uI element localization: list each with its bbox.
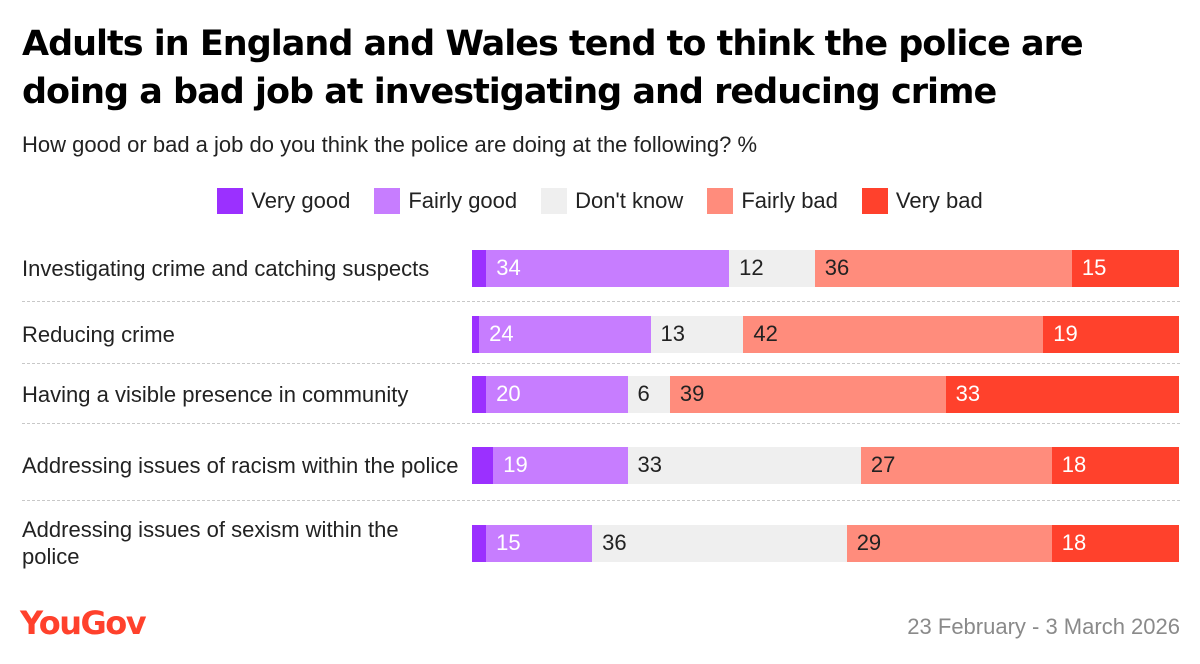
legend-label: Fairly good xyxy=(408,188,518,213)
bar-segment-fairly-good: 15 xyxy=(486,524,593,562)
data-label: 12 xyxy=(739,255,764,280)
legend-item-fairly-bad: Fairly bad xyxy=(707,188,838,214)
category-label: Reducing crime xyxy=(22,321,175,347)
bar-row: 19 33 27 18 xyxy=(472,446,1179,484)
bar-segment-very-bad: 15 xyxy=(1071,249,1179,287)
data-label: 39 xyxy=(679,381,705,406)
bar-segment-fairly-bad: 39 xyxy=(669,375,946,413)
data-label: 20 xyxy=(496,381,521,406)
legend-swatch xyxy=(374,188,401,214)
bar-segment-dont-know: 12 xyxy=(729,249,815,287)
bar-segment-very-good xyxy=(472,524,487,562)
bar-segment-fairly-bad: 29 xyxy=(846,524,1052,562)
data-label: 36 xyxy=(824,255,850,280)
legend-label: Fairly bad xyxy=(741,188,838,213)
bar-segment-dont-know: 36 xyxy=(592,524,847,562)
legend-label: Very bad xyxy=(895,188,983,213)
bar-segment-dont-know: 6 xyxy=(627,375,670,413)
row-separator xyxy=(22,363,1180,364)
bar-segment-fairly-good: 24 xyxy=(479,315,651,353)
data-label: 19 xyxy=(503,452,528,477)
data-label: 34 xyxy=(496,255,521,280)
bar-segment-very-bad: 18 xyxy=(1051,446,1179,484)
legend-label: Very good xyxy=(251,188,351,213)
row-separator xyxy=(22,301,1180,302)
legend-swatch xyxy=(541,188,568,214)
bar-segment-fairly-bad: 36 xyxy=(814,249,1072,287)
bar-segment-dont-know: 13 xyxy=(650,315,744,353)
chart-title: Adults in England and Wales tend to thin… xyxy=(22,24,1084,112)
legend-swatch xyxy=(861,188,888,214)
data-label: 18 xyxy=(1061,530,1087,555)
bar-segment-fairly-bad: 27 xyxy=(860,446,1052,484)
yougov-logo: YouGov xyxy=(20,604,147,642)
legend-item-dont-know: Don't know xyxy=(541,188,683,214)
data-label: 15 xyxy=(1081,255,1107,280)
data-label: 19 xyxy=(1053,321,1078,346)
chart-legend: Very good Fairly good Don't know Fairly bad… xyxy=(0,186,1200,216)
data-label: 15 xyxy=(496,530,521,555)
bar-segment-very-bad: 19 xyxy=(1043,315,1179,353)
bar-segment-very-good xyxy=(472,375,487,413)
bar-segment-fairly-good: 19 xyxy=(493,446,628,484)
data-label: 42 xyxy=(753,321,778,346)
data-label: 13 xyxy=(660,321,686,346)
data-label: 33 xyxy=(637,452,663,477)
legend-swatch xyxy=(217,188,244,214)
fieldwork-date: 23 February - 3 March 2026 xyxy=(907,614,1180,639)
row-separator xyxy=(22,423,1180,424)
category-label: Addressing issues of sexism within the p… xyxy=(22,517,399,569)
legend-label: Don't know xyxy=(575,188,684,213)
legend-item-very-bad: Very bad xyxy=(861,188,983,214)
legend-swatch xyxy=(707,188,734,214)
data-label: 6 xyxy=(637,381,650,406)
data-label: 27 xyxy=(870,452,896,477)
data-label: 18 xyxy=(1061,452,1087,477)
legend-item-very-good: Very good xyxy=(217,188,350,214)
row-separator xyxy=(22,500,1180,501)
chart-subtitle: How good or bad a job do you think the p… xyxy=(22,132,758,157)
bar-segment-very-bad: 33 xyxy=(945,375,1179,413)
bar-segment-very-good xyxy=(472,249,487,287)
data-label: 29 xyxy=(856,530,882,555)
category-label: Having a visible presence in community xyxy=(22,381,409,407)
category-label: Addressing issues of racism within the p… xyxy=(22,452,459,478)
bar-row: 34 12 36 15 xyxy=(472,249,1179,287)
data-label: 33 xyxy=(955,381,981,406)
category-label: Investigating crime and catching suspect… xyxy=(22,255,430,281)
bar-segment-very-bad: 18 xyxy=(1051,524,1179,562)
legend-item-fairly-good: Fairly good xyxy=(374,188,517,214)
bar-segment-very-good xyxy=(472,446,494,484)
bar-segment-fairly-bad: 42 xyxy=(743,315,1044,353)
bar-segment-fairly-good: 20 xyxy=(486,375,628,413)
bar-row: 24 13 42 19 xyxy=(472,315,1179,353)
data-label: 36 xyxy=(602,530,627,555)
bar-segment-dont-know: 33 xyxy=(627,446,861,484)
data-label: 24 xyxy=(489,321,514,346)
bar-segment-very-good xyxy=(472,315,480,353)
bar-segment-fairly-good: 34 xyxy=(486,249,730,287)
bar-row: 20 6 39 33 xyxy=(472,375,1179,413)
bar-row: 15 36 29 18 xyxy=(472,524,1179,562)
